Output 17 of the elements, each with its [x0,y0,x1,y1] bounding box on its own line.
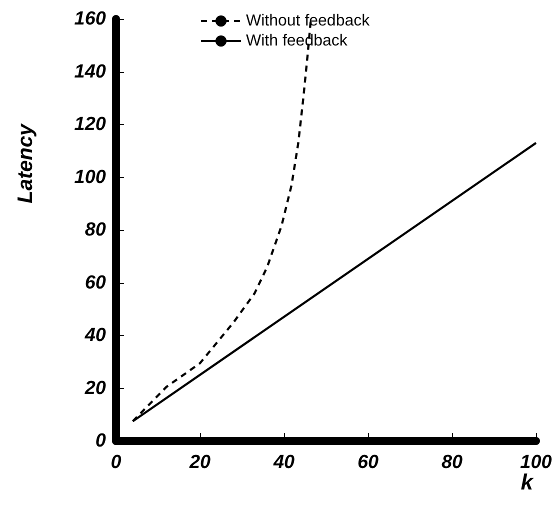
y-axis-title: Latency [14,122,37,204]
y-tick-label: 80 [84,220,106,240]
y-tick-label: 20 [84,378,106,399]
y-tick-label: 100 [74,166,106,188]
x-tick-label: 80 [441,452,463,473]
x-tick-label: 0 [110,452,122,473]
y-tick-label: 120 [74,114,106,135]
y-tick-label: 160 [74,8,106,30]
x-tick-label: 40 [272,452,295,473]
legend-label: Without feedback [246,12,371,30]
y-tick-label: 40 [84,325,106,346]
legend-label: With feedback [246,32,348,50]
x-tick-label: 60 [357,452,379,473]
y-tick-label: 60 [84,272,106,294]
y-tick-label: 140 [74,61,106,82]
y-tick-label: 0 [95,430,106,452]
x-tick-label: 20 [188,452,211,473]
